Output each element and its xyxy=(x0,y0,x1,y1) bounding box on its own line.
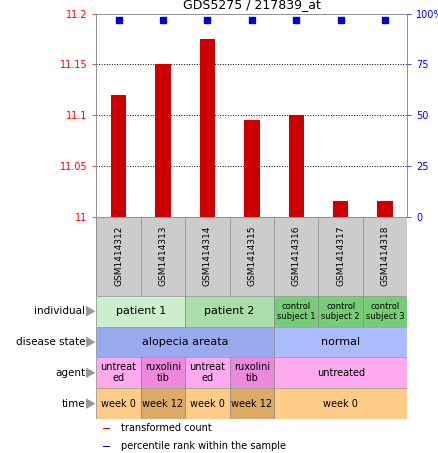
Text: control
subject 3: control subject 3 xyxy=(366,302,404,321)
Text: untreat
ed: untreat ed xyxy=(189,362,226,383)
Text: percentile rank within the sample: percentile rank within the sample xyxy=(121,441,286,451)
Text: patient 2: patient 2 xyxy=(205,306,255,316)
Text: normal: normal xyxy=(321,337,360,347)
Bar xyxy=(378,201,393,217)
Bar xyxy=(333,201,349,217)
Text: agent: agent xyxy=(55,368,85,378)
Text: individual: individual xyxy=(35,306,85,316)
Text: transformed count: transformed count xyxy=(121,423,212,433)
Polygon shape xyxy=(86,367,95,378)
Bar xyxy=(96,296,185,327)
Bar xyxy=(274,296,318,327)
Text: untreat
ed: untreat ed xyxy=(101,362,137,383)
Bar xyxy=(185,357,230,388)
Bar xyxy=(102,428,110,429)
Bar xyxy=(111,95,126,217)
Polygon shape xyxy=(86,398,95,409)
Text: GSM1414317: GSM1414317 xyxy=(336,226,345,286)
Text: week 0: week 0 xyxy=(190,399,225,409)
Text: patient 1: patient 1 xyxy=(116,306,166,316)
Text: alopecia areata: alopecia areata xyxy=(142,337,229,347)
Bar xyxy=(244,120,260,217)
Text: untreated: untreated xyxy=(317,368,365,378)
Bar xyxy=(200,39,215,217)
Bar xyxy=(274,327,407,357)
Text: GSM1414318: GSM1414318 xyxy=(381,226,390,286)
Text: time: time xyxy=(62,399,85,409)
Text: GSM1414312: GSM1414312 xyxy=(114,226,123,286)
Bar xyxy=(185,296,274,327)
Bar xyxy=(274,357,407,388)
Bar xyxy=(155,64,171,217)
Bar xyxy=(289,115,304,217)
Bar xyxy=(96,327,274,357)
Bar xyxy=(96,357,141,388)
Bar xyxy=(141,357,185,388)
Bar xyxy=(185,388,230,419)
Text: ruxolini
tib: ruxolini tib xyxy=(145,362,181,383)
Text: GSM1414314: GSM1414314 xyxy=(203,226,212,286)
Text: week 12: week 12 xyxy=(231,399,272,409)
Bar xyxy=(274,388,407,419)
Text: week 0: week 0 xyxy=(323,399,358,409)
Text: disease state: disease state xyxy=(16,337,85,347)
Text: ruxolini
tib: ruxolini tib xyxy=(234,362,270,383)
Text: GSM1414315: GSM1414315 xyxy=(247,226,256,286)
Text: control
subject 1: control subject 1 xyxy=(277,302,315,321)
Bar xyxy=(318,296,363,327)
Bar xyxy=(230,388,274,419)
Bar xyxy=(102,446,110,447)
Text: week 12: week 12 xyxy=(142,399,184,409)
Title: GDS5275 / 217839_at: GDS5275 / 217839_at xyxy=(183,0,321,11)
Text: GSM1414316: GSM1414316 xyxy=(292,226,301,286)
Text: control
subject 2: control subject 2 xyxy=(321,302,360,321)
Bar xyxy=(141,388,185,419)
Bar xyxy=(230,357,274,388)
Text: week 0: week 0 xyxy=(101,399,136,409)
Polygon shape xyxy=(86,306,95,317)
Bar xyxy=(96,388,141,419)
Bar xyxy=(363,296,407,327)
Text: GSM1414313: GSM1414313 xyxy=(159,226,167,286)
Polygon shape xyxy=(86,337,95,347)
